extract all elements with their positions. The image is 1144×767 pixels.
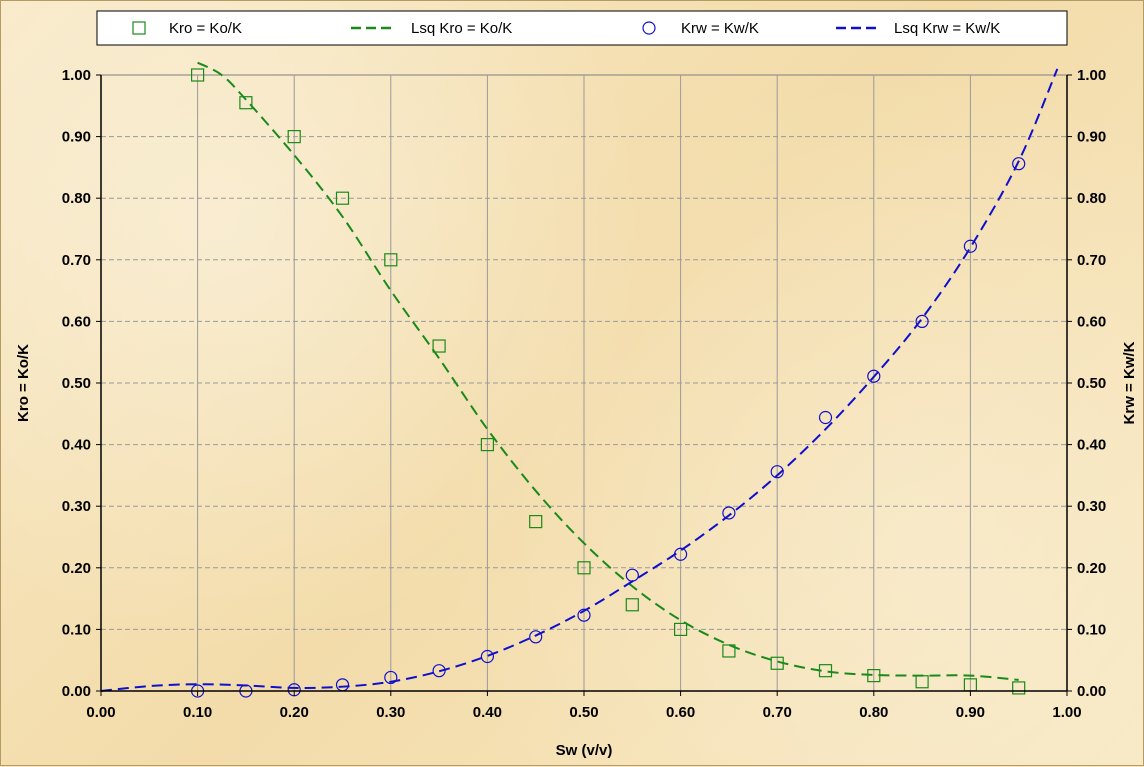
- x-tick-label: 0.20: [280, 704, 309, 721]
- x-tick-label: 0.10: [183, 704, 212, 721]
- data-point: [577, 608, 591, 622]
- y-tick-label-right: 0.80: [1077, 190, 1106, 207]
- y-tick-label-left: 0.60: [62, 313, 91, 330]
- x-tick-label: 1.00: [1052, 704, 1081, 721]
- legend-marker: [132, 21, 146, 35]
- data-point: [384, 670, 398, 685]
- y-tick-label-right: 1.00: [1077, 67, 1106, 84]
- data-point: [1012, 681, 1026, 695]
- data-point: [867, 369, 881, 383]
- legend-label: Lsq Kro = Ko/K: [411, 20, 512, 37]
- legend-marker: [642, 21, 656, 35]
- data-point: [722, 644, 736, 658]
- x-tick-label: 0.30: [376, 704, 405, 721]
- data-point: [529, 514, 543, 529]
- y-tick-label-left: 0.40: [62, 437, 91, 454]
- data-point: [287, 130, 301, 144]
- x-tick-label: 0.60: [666, 704, 695, 721]
- x-tick-label: 0.00: [86, 704, 115, 721]
- data-point: [191, 68, 205, 82]
- data-point: [818, 410, 833, 425]
- y-tick-label-right: 0.50: [1077, 375, 1106, 392]
- series-line: [100, 68, 1059, 692]
- axes: 0.00 0.10 0.20 0.30 0.40 0.50 0.60 0.70 0.80 0.90…: [62, 67, 1106, 721]
- y-tick-label-left: 0.70: [62, 252, 91, 269]
- series-3: [100, 68, 1059, 692]
- y-tick-label-left: 0.50: [62, 375, 91, 392]
- data-point: [480, 438, 494, 452]
- legend: Kro = Ko/K Lsq Kro = Ko/K Krw = Kw/K Lsq Kr…: [96, 10, 1068, 46]
- data-point: [963, 239, 978, 253]
- series-2: [191, 157, 1026, 698]
- legend-box: [96, 10, 1068, 46]
- data-point: [529, 630, 543, 644]
- y-tick-label-right: 0.30: [1077, 498, 1106, 515]
- data-point: [432, 339, 446, 353]
- data-point: [1012, 157, 1026, 171]
- series-layer: [100, 61, 1059, 698]
- legend-label: Krw = Kw/K: [681, 20, 759, 37]
- y-tick-label-right: 0.70: [1077, 252, 1106, 269]
- series-1: [197, 61, 1019, 681]
- y-axis-title-left: Kro = Ko/K: [15, 344, 32, 422]
- x-tick-label: 0.70: [763, 704, 792, 721]
- x-tick-label: 0.80: [859, 704, 888, 721]
- data-point: [673, 622, 688, 637]
- x-tick-label: 0.90: [956, 704, 985, 721]
- y-tick-label-left: 1.00: [62, 67, 91, 84]
- y-tick-label-left: 0.10: [62, 621, 91, 638]
- y-tick-label-right: 0.60: [1077, 313, 1106, 330]
- y-tick-label-right: 0.20: [1077, 560, 1106, 577]
- y-tick-label-left: 0.90: [62, 129, 91, 146]
- data-point: [335, 191, 350, 205]
- x-tick-label: 0.50: [569, 704, 598, 721]
- data-point: [770, 465, 784, 479]
- x-tick-label: 0.40: [473, 704, 502, 721]
- series-line: [197, 61, 1019, 681]
- data-point: [384, 253, 398, 267]
- y-tick-label-left: 0.30: [62, 498, 91, 515]
- data-point: [625, 598, 639, 612]
- y-tick-label-right: 0.90: [1077, 129, 1106, 146]
- y-tick-label-left: 0.80: [62, 190, 91, 207]
- y-tick-label-right: 0.10: [1077, 621, 1106, 638]
- y-tick-label-right: 0.40: [1077, 437, 1106, 454]
- data-point: [239, 96, 253, 110]
- y-tick-label-right: 0.00: [1077, 683, 1106, 700]
- y-tick-label-left: 0.00: [62, 683, 91, 700]
- data-point: [577, 561, 591, 575]
- legend-label: Kro = Ko/K: [169, 20, 242, 37]
- grid-lines: [101, 75, 1067, 691]
- y-axis-title-right: Krw = Kw/K: [1121, 341, 1138, 424]
- x-axis-title: Sw (v/v): [556, 742, 613, 759]
- data-point: [480, 649, 494, 664]
- data-point: [722, 506, 736, 520]
- y-tick-label-left: 0.20: [62, 560, 91, 577]
- legend-label: Lsq Krw = Kw/K: [894, 20, 1000, 37]
- data-point: [915, 314, 929, 328]
